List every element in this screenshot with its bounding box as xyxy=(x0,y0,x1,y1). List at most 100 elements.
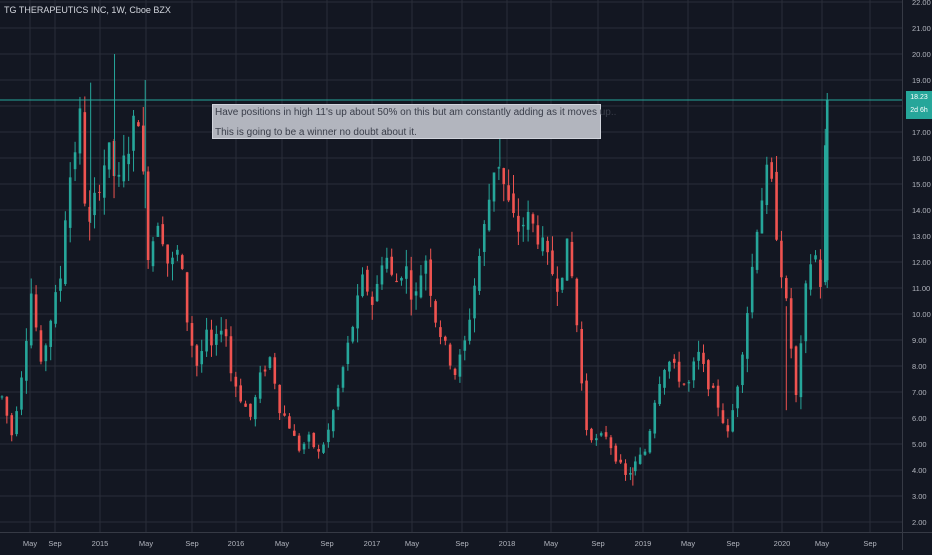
candle-body xyxy=(249,403,252,417)
candle-body xyxy=(672,358,676,363)
candle-body xyxy=(268,357,272,368)
candle-body xyxy=(731,410,735,432)
candle-body xyxy=(190,323,194,346)
candle-body xyxy=(814,255,817,260)
candle-body xyxy=(668,361,671,372)
candle-body xyxy=(536,225,540,245)
candle-body xyxy=(83,112,87,204)
candle-body xyxy=(370,296,374,305)
candle-body xyxy=(64,220,67,285)
last-price-label: 18.23 2d 6h xyxy=(906,91,932,119)
candle-body xyxy=(405,266,408,279)
candle-body xyxy=(453,368,457,375)
candle-body xyxy=(707,360,710,390)
x-tick-label: 2019 xyxy=(635,539,652,548)
candle-body xyxy=(336,388,340,407)
candle-body xyxy=(239,385,242,402)
x-tick-label: May xyxy=(23,539,37,548)
x-tick-label: Sep xyxy=(591,539,604,548)
candle-body xyxy=(414,291,418,296)
candle-body xyxy=(565,238,569,281)
x-tick-label: 2015 xyxy=(92,539,109,548)
annotation-line-1: Have positions in high 11's up about 50%… xyxy=(215,107,617,118)
candle-body xyxy=(312,432,316,448)
candle-body xyxy=(599,433,603,436)
text-annotation[interactable]: Have positions in high 11's up about 50%… xyxy=(212,104,616,139)
candle-body xyxy=(760,200,764,234)
y-tick-label: 17.00 xyxy=(912,128,931,137)
candle-body xyxy=(5,396,9,416)
candle-body xyxy=(380,265,384,285)
x-tick-label: May xyxy=(275,539,289,548)
candle-body xyxy=(512,193,515,214)
x-tick-label: 2016 xyxy=(228,539,245,548)
candle-body xyxy=(375,283,379,302)
x-tick-label: May xyxy=(681,539,695,548)
candle-body xyxy=(755,231,759,270)
candle-body xyxy=(711,385,715,388)
candle-body xyxy=(283,413,286,416)
candle-body xyxy=(224,329,228,337)
x-tick-label: May xyxy=(405,539,419,548)
candle-body xyxy=(176,249,179,255)
candle-body xyxy=(166,244,169,264)
x-tick-label: May xyxy=(815,539,829,548)
x-tick-label: Sep xyxy=(863,539,876,548)
candle-body xyxy=(570,241,574,277)
candle-body xyxy=(526,211,530,230)
candle-body xyxy=(39,330,43,362)
candle-body xyxy=(322,444,325,453)
x-tick-label: 2018 xyxy=(499,539,516,548)
y-tick-label: 21.00 xyxy=(912,24,931,33)
candle-body xyxy=(633,461,637,472)
candle-body xyxy=(390,256,394,275)
candle-body xyxy=(629,472,632,475)
candle-body xyxy=(366,269,369,292)
candle-body xyxy=(551,250,554,275)
candle-body xyxy=(746,313,749,359)
candle-body xyxy=(20,377,23,410)
candle-body xyxy=(229,336,233,374)
candle-body xyxy=(44,345,48,362)
candle-body xyxy=(497,167,501,169)
y-tick-label: 2.00 xyxy=(912,518,927,527)
y-tick-label: 14.00 xyxy=(912,206,931,215)
candle-body xyxy=(726,425,730,432)
candle-body xyxy=(15,411,18,435)
candle-body xyxy=(789,298,793,349)
candle-body xyxy=(180,255,184,269)
candle-body xyxy=(819,259,822,287)
x-tick-label: Sep xyxy=(185,539,198,548)
candle-body xyxy=(132,115,135,151)
candle-body xyxy=(546,240,549,253)
candle-body xyxy=(687,382,691,384)
y-tick-label: 19.00 xyxy=(912,76,931,85)
candle-body xyxy=(590,428,593,441)
candle-body xyxy=(424,260,428,274)
y-tick-label: 15.00 xyxy=(912,180,931,189)
candle-body xyxy=(823,145,827,283)
candle-body xyxy=(73,152,77,170)
candle-body xyxy=(297,435,301,451)
candle-body xyxy=(794,346,798,396)
candle-body xyxy=(54,292,57,324)
candle-body xyxy=(127,153,130,165)
candle-body xyxy=(682,383,686,385)
y-tick-label: 16.00 xyxy=(912,154,931,163)
candle-body xyxy=(439,327,442,338)
candle-body xyxy=(765,164,769,206)
chart-title: TG THERAPEUTICS INC, 1W, Cboe BZX xyxy=(4,5,171,15)
candle-body xyxy=(205,329,208,352)
candle-body xyxy=(653,402,657,434)
candle-body xyxy=(356,295,359,329)
candle-body xyxy=(395,280,398,283)
candle-body xyxy=(361,274,364,297)
candle-body xyxy=(521,224,525,227)
candle-body xyxy=(750,266,754,313)
y-tick-label: 7.00 xyxy=(912,388,927,397)
y-tick-label: 13.00 xyxy=(912,232,931,241)
candle-body xyxy=(146,171,150,261)
candle-body xyxy=(219,330,223,335)
